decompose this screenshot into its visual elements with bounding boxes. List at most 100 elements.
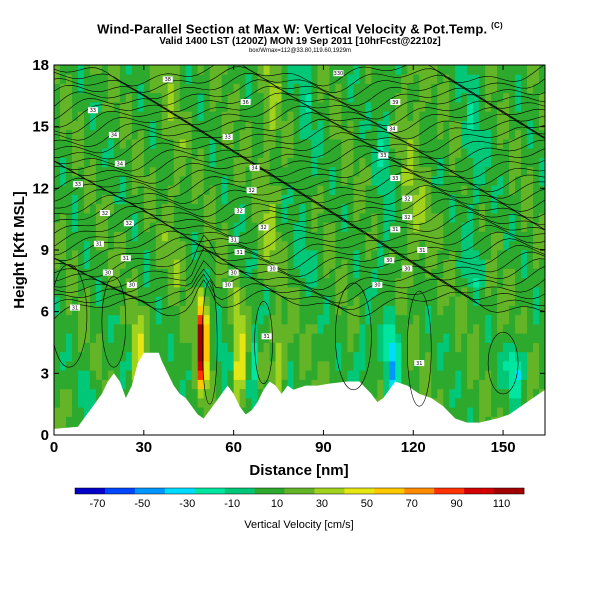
field-cell	[425, 65, 432, 75]
field-cell	[293, 333, 300, 343]
field-cell	[269, 120, 276, 131]
field-cell	[215, 120, 223, 131]
field-cell	[113, 287, 121, 297]
field-cell	[293, 222, 300, 232]
field-cell	[461, 65, 468, 75]
field-cell	[179, 120, 187, 131]
field-cell	[305, 361, 312, 371]
field-cell	[203, 92, 211, 103]
theta-contour	[54, 138, 545, 166]
field-cell	[335, 92, 342, 103]
field-cell	[401, 351, 408, 362]
field-cell	[155, 194, 163, 205]
field-cell	[371, 213, 378, 223]
field-cell	[149, 296, 157, 306]
field-cell	[95, 166, 103, 177]
field-cell	[389, 342, 396, 353]
field-cell	[413, 250, 420, 260]
field-cell	[467, 102, 474, 112]
field-cell	[401, 166, 408, 177]
field-cell	[203, 102, 211, 112]
field-cell	[473, 416, 480, 427]
field-cell	[449, 102, 456, 112]
field-cell	[359, 129, 366, 140]
field-cell	[527, 166, 534, 177]
field-cell	[131, 314, 139, 325]
field-cell	[299, 379, 306, 390]
field-cell	[251, 176, 258, 186]
field-cell	[365, 333, 372, 343]
field-cell	[203, 324, 211, 334]
field-cell	[473, 268, 480, 279]
field-cell	[257, 213, 264, 223]
field-cell	[263, 65, 270, 75]
field-cell	[257, 231, 264, 242]
field-cell	[77, 74, 85, 84]
field-cell	[491, 379, 498, 390]
field-cell	[485, 213, 492, 223]
field-cell	[491, 148, 498, 158]
field-cell	[131, 333, 139, 343]
contour-label-box	[120, 255, 131, 262]
field-cell	[215, 148, 223, 158]
field-cell	[107, 231, 115, 242]
field-cell	[443, 213, 450, 223]
field-cell	[449, 222, 456, 232]
field-cell	[413, 111, 420, 121]
field-cell	[329, 370, 336, 380]
field-cell	[365, 240, 372, 251]
field-cell	[179, 259, 187, 269]
field-cell	[359, 157, 366, 168]
field-cell	[527, 92, 534, 103]
field-cell	[491, 120, 498, 131]
field-cell	[161, 296, 169, 306]
contour-label-box	[102, 269, 113, 276]
field-cell	[341, 361, 348, 371]
field-cell	[101, 213, 109, 223]
field-cell	[101, 250, 109, 260]
field-cell	[191, 324, 199, 334]
theta-contour	[54, 158, 545, 186]
field-cell	[365, 213, 372, 223]
field-cell	[83, 222, 91, 232]
field-cell	[431, 83, 438, 94]
field-cell	[221, 157, 229, 168]
field-cell	[125, 250, 133, 260]
field-cell	[497, 398, 504, 408]
field-cell	[215, 305, 223, 316]
field-cell	[479, 120, 486, 131]
field-cell	[227, 333, 235, 343]
field-cell	[89, 74, 97, 84]
field-cell	[407, 102, 414, 112]
field-cell	[257, 148, 264, 158]
field-cell	[143, 296, 151, 306]
field-cell	[473, 379, 480, 390]
field-cell	[245, 203, 252, 214]
field-cell	[251, 102, 258, 112]
field-cell	[71, 259, 79, 269]
field-cell	[341, 139, 348, 149]
field-cell	[467, 120, 474, 131]
field-cell	[485, 314, 492, 325]
field-cell	[89, 250, 97, 260]
field-cell	[431, 277, 438, 288]
field-cell	[173, 176, 181, 186]
field-cell	[539, 92, 545, 103]
field-cell	[221, 370, 229, 380]
field-cell	[221, 92, 229, 103]
field-cell	[185, 120, 193, 131]
field-cell	[209, 65, 217, 75]
field-cell	[113, 65, 121, 75]
field-cell	[83, 361, 91, 371]
field-cell	[173, 342, 181, 353]
field-cell	[509, 388, 516, 399]
field-cell	[179, 148, 187, 158]
field-cell	[455, 314, 462, 325]
field-cell	[461, 333, 468, 343]
field-cell	[251, 259, 258, 269]
field-cell	[299, 129, 306, 140]
field-cell	[443, 222, 450, 232]
field-cell	[227, 342, 235, 353]
field-cell	[353, 194, 360, 205]
colorbar-tick-label: -30	[179, 498, 195, 510]
